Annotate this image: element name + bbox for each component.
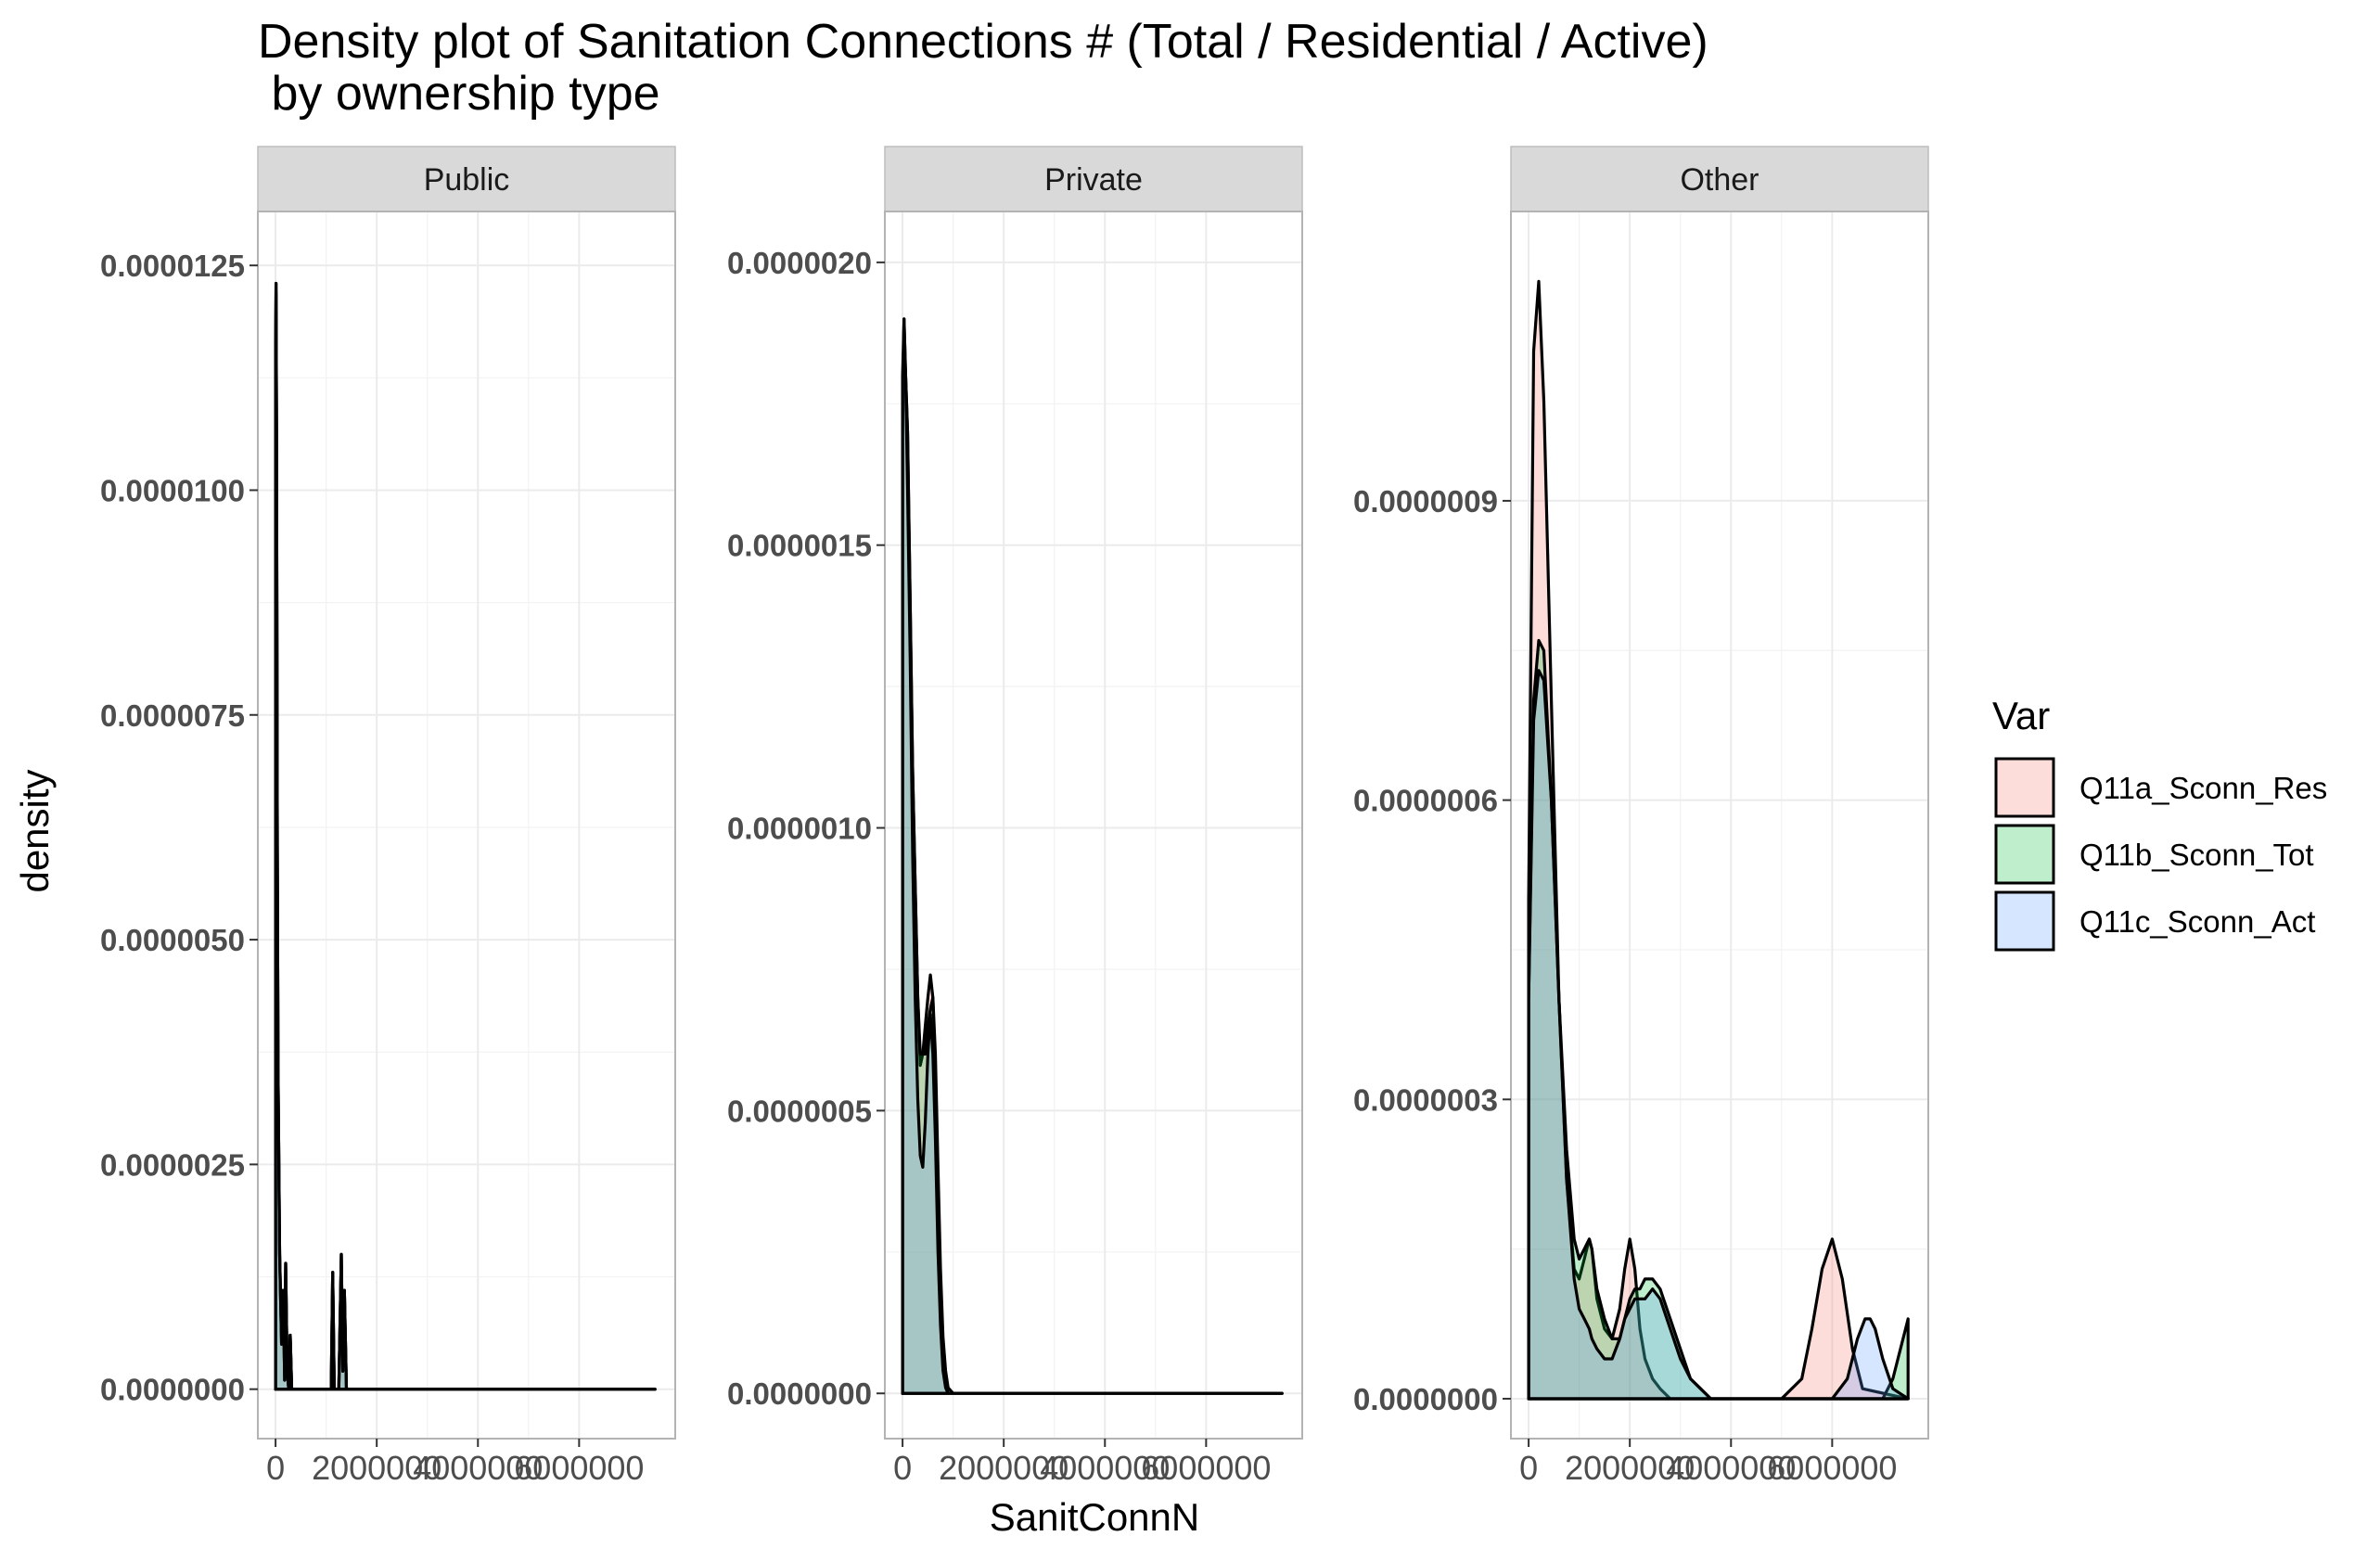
density-area-q11a-sconn-res <box>274 281 657 1391</box>
density-area-q11b-sconn-tot <box>901 339 1284 1395</box>
minor-grid-private <box>885 211 1302 1439</box>
chart-title-line1: Density plot of Sanitation Connections #… <box>258 15 1708 69</box>
density-area-q11c-sconn-act <box>1527 669 1910 1401</box>
panel-border-other <box>1510 211 1929 1440</box>
strip-public <box>257 146 676 212</box>
x-tick-label: 4000000 <box>1040 1449 1170 1487</box>
major-grid-public <box>258 211 675 1439</box>
y-tick-label: 0.0000009 <box>1353 484 1498 518</box>
legend-swatch <box>1994 890 2055 952</box>
y-tick-label: 0.0000000 <box>100 1373 245 1407</box>
legend-key-bg <box>1994 757 2055 818</box>
y-tick-label: 0.0000005 <box>727 1094 872 1128</box>
legend-entry-q11c-sconn-act: Q11c_Sconn_Act <box>1994 890 2315 952</box>
strip-label-private: Private <box>1044 162 1143 198</box>
y-tick-label: 0.0000050 <box>100 923 245 957</box>
y-tick-label: 0.0000075 <box>100 698 245 733</box>
minor-grid-other <box>1511 211 1928 1439</box>
y-tick-label: 0.0000010 <box>727 812 872 846</box>
legend-key-bg <box>1994 824 2055 885</box>
density-area-q11b-sconn-tot <box>274 281 657 1391</box>
y-tick-label: 0.0000003 <box>1353 1082 1498 1117</box>
strip-label-public: Public <box>424 162 510 198</box>
panel-other: Other0.00000000.00000030.00000060.000000… <box>1353 146 1929 1487</box>
x-tick-label: 2000000 <box>939 1449 1068 1487</box>
legend-key-bg <box>1994 890 2055 952</box>
x-tick-label: 4000000 <box>413 1449 543 1487</box>
strip-private <box>884 146 1303 212</box>
minor-grid-public <box>258 211 675 1439</box>
panel-public: Public0.00000000.00000250.00000500.00000… <box>100 146 676 1487</box>
x-tick-label: 0 <box>1519 1449 1538 1487</box>
legend: Var Q11a_Sconn_Res Q11b_Sconn_Tot Q11c_Sco… <box>1992 694 2327 952</box>
x-axis-title: SanitConnN <box>990 1495 1199 1539</box>
legend-label: Q11a_Sconn_Res <box>2079 771 2327 805</box>
major-grid-private <box>885 211 1302 1439</box>
y-tick-label: 0.0000100 <box>100 473 245 507</box>
y-tick-label: 0.0000125 <box>100 249 245 283</box>
x-tick-label: 2000000 <box>1565 1449 1695 1487</box>
density-area-q11c-sconn-act <box>901 317 1284 1395</box>
panel-border-private <box>884 211 1303 1440</box>
legend-label: Q11c_Sconn_Act <box>2079 904 2315 939</box>
y-axis-title: density <box>13 769 57 892</box>
density-areas-other <box>1527 279 1910 1401</box>
panel-private: Private0.00000000.00000050.00000100.0000… <box>727 146 1303 1487</box>
x-tick-label: 0 <box>893 1449 912 1487</box>
legend-title: Var <box>1992 694 2050 737</box>
chart-title-line2: by ownership type <box>258 67 660 121</box>
legend-entry-q11a-sconn-res: Q11a_Sconn_Res <box>1994 757 2327 818</box>
y-ticks-public: 0.0000000 0.0000025 0.0000050 0.0000075 0.00… <box>100 249 258 1407</box>
y-ticks-other: 0.0000000 0.0000003 0.0000006 0.0000009 <box>1353 484 1511 1416</box>
y-tick-label: 0.0000020 <box>727 246 872 280</box>
density-area-q11b-sconn-tot <box>1527 638 1910 1401</box>
facet-panels: Public0.00000000.00000250.00000500.00000… <box>100 146 1929 1487</box>
x-tick-label: 0 <box>266 1449 285 1487</box>
x-tick-label: 6000000 <box>1141 1449 1271 1487</box>
density-area-q11a-sconn-res <box>901 317 1284 1395</box>
legend-label: Q11b_Sconn_Tot <box>2079 838 2314 872</box>
density-area-q11a-sconn-res <box>1527 279 1910 1401</box>
density-areas-private <box>901 317 1284 1395</box>
legend-swatch <box>1994 824 2055 885</box>
strip-label-other: Other <box>1680 162 1759 198</box>
y-tick-label: 0.0000025 <box>100 1147 245 1182</box>
y-ticks-private: 0.0000000 0.0000005 0.0000010 0.0000015 0.00… <box>727 246 885 1411</box>
density-areas-public <box>274 281 657 1391</box>
x-tick-label: 6000000 <box>1767 1449 1897 1487</box>
y-tick-label: 0.0000000 <box>727 1376 872 1411</box>
strip-other <box>1510 146 1929 212</box>
legend-entry-q11b-sconn-tot: Q11b_Sconn_Tot <box>1994 824 2314 885</box>
density-area-q11c-sconn-act <box>274 290 657 1391</box>
y-tick-label: 0.0000006 <box>1353 784 1498 818</box>
x-tick-label: 4000000 <box>1666 1449 1796 1487</box>
panel-border-public <box>257 211 676 1440</box>
x-tick-label: 2000000 <box>312 1449 441 1487</box>
legend-swatch <box>1994 757 2055 818</box>
y-tick-label: 0.0000015 <box>727 529 872 563</box>
x-tick-label: 6000000 <box>514 1449 644 1487</box>
y-tick-label: 0.0000000 <box>1353 1382 1498 1416</box>
